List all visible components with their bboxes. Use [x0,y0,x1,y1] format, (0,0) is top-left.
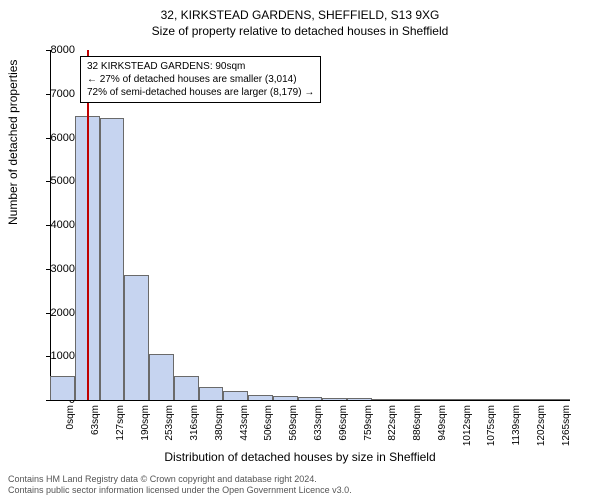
x-tick-label: 1075sqm [486,405,497,446]
histogram-bar [273,396,298,400]
chart-subtitle: Size of property relative to detached ho… [0,22,600,38]
y-axis-label: Number of detached properties [6,60,20,225]
x-tick-label: 822sqm [387,405,398,441]
x-tick-label: 63sqm [90,405,101,435]
histogram-bar [347,398,372,400]
histogram-bar [100,118,125,400]
histogram-bar [124,275,149,400]
annotation-line2: ← 27% of detached houses are smaller (3,… [87,73,314,86]
x-tick-label: 506sqm [263,405,274,441]
x-tick-label: 949sqm [437,405,448,441]
annotation-line3: 72% of semi-detached houses are larger (… [87,86,314,99]
x-tick-label: 443sqm [239,405,250,441]
histogram-bar [50,376,75,400]
x-tick-label: 316sqm [189,405,200,441]
x-tick-label: 127sqm [115,405,126,441]
x-axis-label: Distribution of detached houses by size … [0,450,600,464]
x-tick-label: 380sqm [214,405,225,441]
histogram-bar [421,399,446,400]
histogram-bar [545,399,570,400]
x-tick-label: 253sqm [164,405,175,441]
chart-container: 32, KIRKSTEAD GARDENS, SHEFFIELD, S13 9X… [0,0,600,500]
x-tick-label: 1012sqm [462,405,473,446]
chart-title: 32, KIRKSTEAD GARDENS, SHEFFIELD, S13 9X… [0,0,600,22]
x-tick-label: 0sqm [65,405,76,429]
x-tick-label: 696sqm [338,405,349,441]
histogram-bar [372,399,397,400]
x-tick-label: 1202sqm [536,405,547,446]
histogram-bar [298,397,323,400]
annotation-box: 32 KIRKSTEAD GARDENS: 90sqm ← 27% of det… [80,56,321,103]
histogram-bar [496,399,521,400]
histogram-bar [248,395,273,400]
x-tick-label: 190sqm [140,405,151,441]
footer-line2: Contains public sector information licen… [8,485,352,496]
x-tick-label: 759sqm [363,405,374,441]
annotation-line1: 32 KIRKSTEAD GARDENS: 90sqm [87,60,314,73]
histogram-bar [471,399,496,400]
histogram-bar [446,399,471,400]
x-axis-line [50,400,570,401]
histogram-bar [397,399,422,400]
histogram-bar [174,376,199,400]
footer-line1: Contains HM Land Registry data © Crown c… [8,474,352,485]
x-tick-label: 569sqm [288,405,299,441]
histogram-bar [149,354,174,400]
footer: Contains HM Land Registry data © Crown c… [8,474,352,496]
histogram-bar [520,399,545,400]
histogram-bar [322,398,347,400]
x-tick-label: 886sqm [412,405,423,441]
histogram-bar [223,391,248,400]
histogram-bar [199,387,224,400]
x-tick-label: 1265sqm [561,405,572,446]
x-tick-label: 1139sqm [511,405,522,445]
x-tick-label: 633sqm [313,405,324,441]
